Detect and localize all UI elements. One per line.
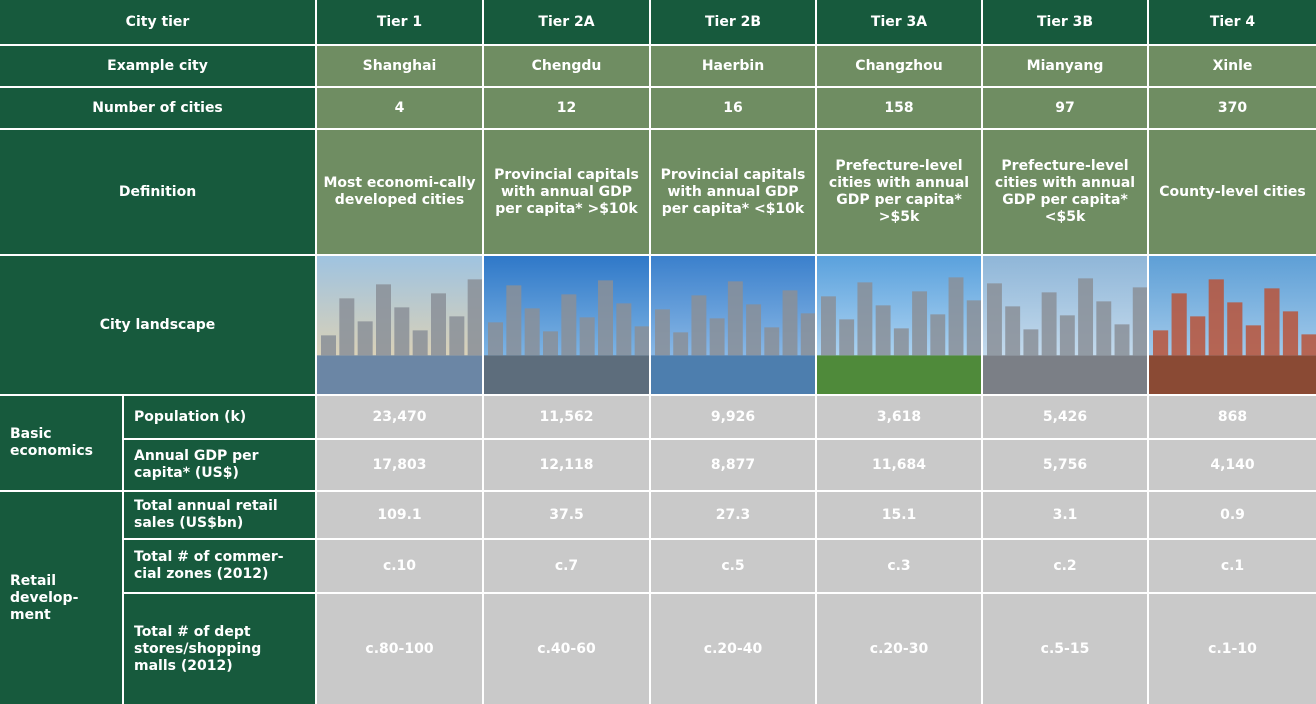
header-cell: Tier 2B xyxy=(651,0,815,44)
header-cell: Tier 1 xyxy=(317,0,482,44)
value-cell: c.80-100 xyxy=(317,594,482,704)
city-photo xyxy=(983,256,1147,394)
value-cell: c.1-10 xyxy=(1149,594,1316,704)
row-label: City landscape xyxy=(0,256,315,394)
row-cell: Xinle xyxy=(1149,46,1316,86)
value-cell: 27.3 xyxy=(651,492,815,538)
header-cell: Tier 4 xyxy=(1149,0,1316,44)
value-cell: 8,877 xyxy=(651,440,815,490)
header-cell: Tier 2A xyxy=(484,0,649,44)
value-cell: c.3 xyxy=(817,540,981,592)
row-cell: Most economi-cally developed cities xyxy=(317,130,482,254)
row-cell: Prefecture-level cities with annual GDP … xyxy=(817,130,981,254)
page: City tierTier 1Tier 2ATier 2BTier 3ATier… xyxy=(0,0,1316,704)
row-cell: Changzhou xyxy=(817,46,981,86)
value-cell: 17,803 xyxy=(317,440,482,490)
value-cell: 23,470 xyxy=(317,396,482,438)
city-photo xyxy=(817,256,981,394)
value-cell: 11,562 xyxy=(484,396,649,438)
value-cell: 9,926 xyxy=(651,396,815,438)
row-label: Total # of dept stores/shopping malls (2… xyxy=(124,594,315,704)
row-label: Total # of commer-cial zones (2012) xyxy=(124,540,315,592)
city-photo xyxy=(651,256,815,394)
row-cell: 370 xyxy=(1149,88,1316,128)
row-label: Population (k) xyxy=(124,396,315,438)
row-cell: 12 xyxy=(484,88,649,128)
value-cell: c.5-15 xyxy=(983,594,1147,704)
row-label: Example city xyxy=(0,46,315,86)
value-cell: c.40-60 xyxy=(484,594,649,704)
row-label: Total annual retail sales (US$bn) xyxy=(124,492,315,538)
value-cell: 12,118 xyxy=(484,440,649,490)
value-cell: c.20-40 xyxy=(651,594,815,704)
value-cell: 4,140 xyxy=(1149,440,1316,490)
value-cell: c.1 xyxy=(1149,540,1316,592)
value-cell: 109.1 xyxy=(317,492,482,538)
value-cell: c.10 xyxy=(317,540,482,592)
row-cell: 16 xyxy=(651,88,815,128)
value-cell: 37.5 xyxy=(484,492,649,538)
value-cell: c.7 xyxy=(484,540,649,592)
row-cell: Prefecture-level cities with annual GDP … xyxy=(983,130,1147,254)
row-cell: 4 xyxy=(317,88,482,128)
value-cell: 3.1 xyxy=(983,492,1147,538)
row-cell: Shanghai xyxy=(317,46,482,86)
group-label: Basic economics xyxy=(0,396,122,490)
row-label: Definition xyxy=(0,130,315,254)
header-cell: Tier 3A xyxy=(817,0,981,44)
row-cell: Provincial capitals with annual GDP per … xyxy=(651,130,815,254)
value-cell: 11,684 xyxy=(817,440,981,490)
value-cell: 0.9 xyxy=(1149,492,1316,538)
row-cell: Provincial capitals with annual GDP per … xyxy=(484,130,649,254)
value-cell: 3,618 xyxy=(817,396,981,438)
value-cell: c.2 xyxy=(983,540,1147,592)
city-photo xyxy=(484,256,649,394)
city-photo xyxy=(317,256,482,394)
group-label: Retail develop-ment xyxy=(0,492,122,704)
row-label: Annual GDP per capita* (US$) xyxy=(124,440,315,490)
value-cell: 5,426 xyxy=(983,396,1147,438)
value-cell: 15.1 xyxy=(817,492,981,538)
row-label: Number of cities xyxy=(0,88,315,128)
row-cell: Chengdu xyxy=(484,46,649,86)
row-cell: 97 xyxy=(983,88,1147,128)
city-photo xyxy=(1149,256,1316,394)
row-cell: Haerbin xyxy=(651,46,815,86)
value-cell: c.5 xyxy=(651,540,815,592)
header-cell: Tier 3B xyxy=(983,0,1147,44)
row-cell: 158 xyxy=(817,88,981,128)
value-cell: 5,756 xyxy=(983,440,1147,490)
value-cell: c.20-30 xyxy=(817,594,981,704)
header-cell: City tier xyxy=(0,0,315,44)
row-cell: Mianyang xyxy=(983,46,1147,86)
value-cell: 868 xyxy=(1149,396,1316,438)
row-cell: County-level cities xyxy=(1149,130,1316,254)
